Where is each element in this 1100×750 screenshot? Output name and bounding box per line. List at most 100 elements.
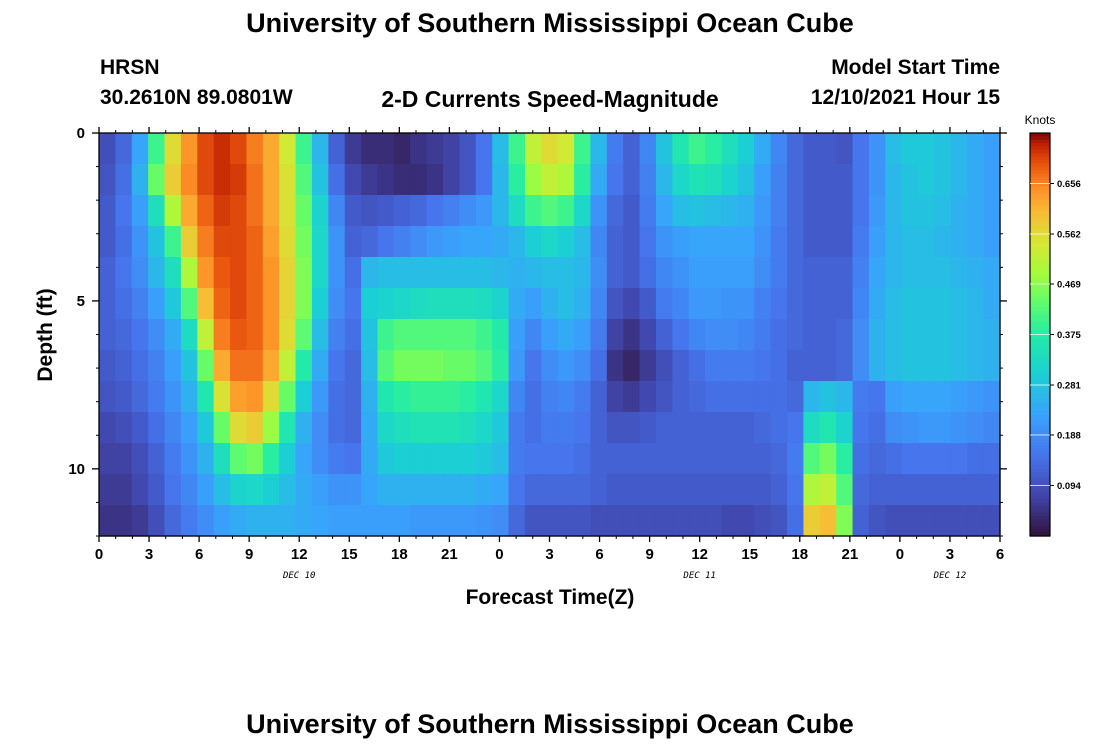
heatmap-cell xyxy=(836,474,854,506)
heatmap-cell xyxy=(508,443,526,475)
heatmap-cell xyxy=(262,505,280,537)
heatmap-cell xyxy=(705,505,723,537)
heatmap-cell xyxy=(787,443,805,475)
heatmap-cell xyxy=(213,226,231,258)
heatmap-cell xyxy=(721,412,739,444)
heatmap-cell xyxy=(770,350,788,382)
heatmap-cell xyxy=(934,257,952,289)
heatmap-cell xyxy=(901,257,919,289)
heatmap-cell xyxy=(344,195,362,227)
heatmap-cell xyxy=(115,288,133,320)
colorbar-segment xyxy=(1030,441,1050,446)
colorbar-segment xyxy=(1030,462,1050,467)
heatmap-cell xyxy=(885,474,903,506)
heatmap-cell xyxy=(688,226,706,258)
heatmap-cell xyxy=(901,319,919,351)
colorbar-segment xyxy=(1030,425,1050,430)
heatmap-cell xyxy=(721,474,739,506)
colorbar-segment xyxy=(1030,388,1050,393)
colorbar-segment xyxy=(1030,401,1050,406)
heatmap-cell xyxy=(672,381,690,413)
heatmap-cell xyxy=(279,443,297,475)
footer-title: University of Southern Mississippi Ocean… xyxy=(246,709,854,739)
heatmap-cell xyxy=(918,133,936,165)
heatmap-cell xyxy=(524,381,542,413)
colorbar-segment xyxy=(1030,398,1050,403)
colorbar-segment xyxy=(1030,341,1050,346)
heatmap-cell xyxy=(492,381,510,413)
heatmap-cell xyxy=(279,257,297,289)
colorbar-segment xyxy=(1030,445,1050,450)
heatmap-cell xyxy=(246,288,264,320)
heatmap-cell xyxy=(377,257,395,289)
heatmap-cell xyxy=(148,319,166,351)
heatmap-cell xyxy=(557,350,575,382)
heatmap-cell xyxy=(492,319,510,351)
heatmap-cell xyxy=(148,226,166,258)
heatmap-cell xyxy=(983,443,1001,475)
heatmap-cell xyxy=(99,350,116,382)
heatmap-cell xyxy=(475,257,493,289)
colorbar-segment xyxy=(1030,358,1050,362)
heatmap-cell xyxy=(590,164,608,196)
colorbar-segment xyxy=(1030,344,1050,349)
heatmap-cell xyxy=(770,505,788,537)
heatmap-cell xyxy=(492,257,510,289)
heatmap-cell xyxy=(623,133,641,165)
heatmap-cell xyxy=(590,412,608,444)
heatmap-cell xyxy=(803,381,821,413)
colorbar-segment xyxy=(1030,327,1050,332)
heatmap-cell xyxy=(983,195,1001,227)
heatmap-cell xyxy=(557,288,575,320)
x-tick-label: 18 xyxy=(391,546,408,563)
heatmap-cell xyxy=(688,412,706,444)
heatmap-cell xyxy=(377,133,395,165)
heatmap-cell xyxy=(131,319,149,351)
colorbar-segment xyxy=(1030,159,1050,164)
colorbar-segment xyxy=(1030,529,1050,534)
colorbar-segment xyxy=(1030,361,1050,366)
colorbar-segment xyxy=(1030,384,1050,389)
heatmap-cell xyxy=(377,412,395,444)
colorbar-segment xyxy=(1030,378,1050,383)
x-tick-label: 6 xyxy=(195,546,203,563)
heatmap-cell xyxy=(246,474,264,506)
colorbar-segment xyxy=(1030,334,1050,339)
heatmap-cell xyxy=(770,226,788,258)
x-tick-label: 3 xyxy=(145,546,153,563)
heatmap-cell xyxy=(655,133,673,165)
heatmap-cell xyxy=(213,505,231,537)
heatmap-cell xyxy=(967,350,985,382)
heatmap-cell xyxy=(574,443,592,475)
heatmap-cell xyxy=(213,350,231,382)
heatmap-cell xyxy=(180,381,198,413)
heatmap-cell xyxy=(574,257,592,289)
heatmap-cell xyxy=(148,443,166,475)
heatmap-cell xyxy=(492,195,510,227)
heatmap-cell xyxy=(574,350,592,382)
heatmap-cell xyxy=(737,350,755,382)
heatmap-cell xyxy=(410,474,428,506)
heatmap-cell xyxy=(443,133,460,165)
heatmap-cell xyxy=(967,226,985,258)
heatmap-cell xyxy=(737,505,755,537)
heatmap-cell xyxy=(754,412,772,444)
heatmap-cell xyxy=(705,133,723,165)
heatmap-cell xyxy=(836,133,854,165)
heatmap-cell xyxy=(508,226,526,258)
heatmap-cell xyxy=(475,319,493,351)
heatmap-cell xyxy=(557,226,575,258)
heatmap-cell xyxy=(524,226,542,258)
heatmap-cell xyxy=(99,505,116,537)
heatmap-cell xyxy=(803,288,821,320)
heatmap-cell xyxy=(901,474,919,506)
heatmap-cell xyxy=(934,164,952,196)
heatmap-cell xyxy=(934,505,952,537)
model-start-label: Model Start Time xyxy=(831,56,1000,79)
heatmap-cell xyxy=(311,133,329,165)
heatmap-cell xyxy=(197,164,215,196)
heatmap-cell xyxy=(148,474,166,506)
heatmap-cell xyxy=(754,226,772,258)
colorbar-segment xyxy=(1030,280,1050,285)
heatmap-cell xyxy=(787,164,805,196)
